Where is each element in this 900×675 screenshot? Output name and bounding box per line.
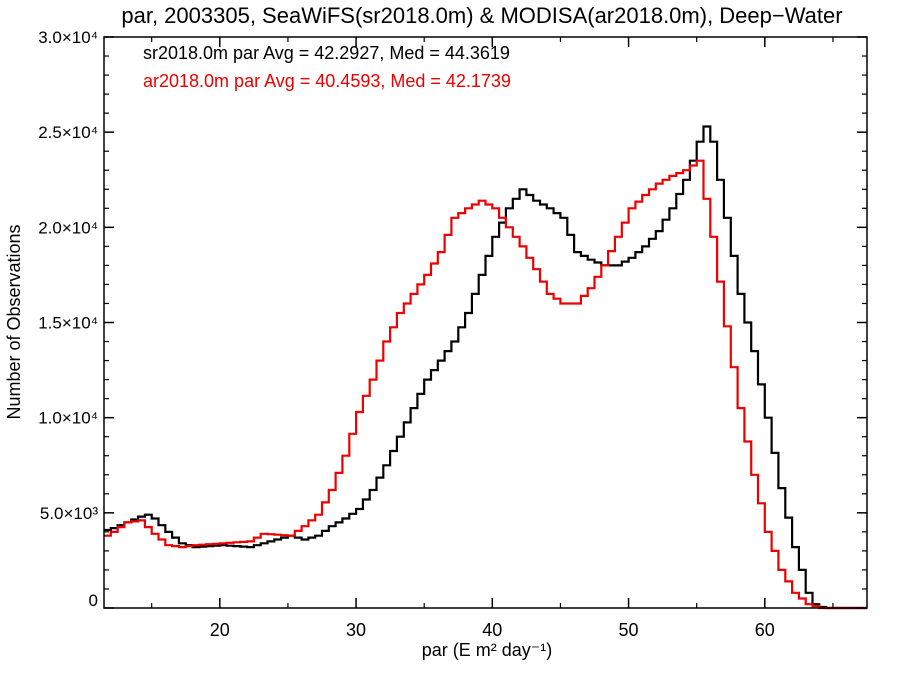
y-tick-label: 1.5×10⁴ bbox=[38, 314, 98, 333]
y-axis-label: Number of Observations bbox=[4, 224, 24, 419]
x-tick-label: 60 bbox=[755, 620, 775, 640]
y-tick-label: 2.5×10⁴ bbox=[38, 123, 98, 142]
y-tick-label: 5.0×10³ bbox=[40, 504, 98, 523]
y-tick-label: 1.0×10⁴ bbox=[38, 409, 98, 428]
series-line-1 bbox=[104, 159, 867, 610]
y-tick-label: 0 bbox=[89, 591, 98, 610]
x-tick-label: 20 bbox=[210, 620, 230, 640]
plot-frame bbox=[103, 36, 868, 609]
y-tick-label: 2.0×10⁴ bbox=[38, 218, 98, 237]
x-axis: 20 30 40 50 60 bbox=[151, 37, 834, 640]
x-tick-label: 30 bbox=[346, 620, 366, 640]
chart-title: par, 2003305, SeaWiFS(sr2018.0m) & MODIS… bbox=[121, 3, 842, 28]
x-tick-label: 40 bbox=[482, 620, 502, 640]
legend-annotations: sr2018.0m par Avg = 42.2927, Med = 44.36… bbox=[143, 43, 511, 91]
annotation-0: sr2018.0m par Avg = 42.2927, Med = 44.36… bbox=[143, 43, 510, 63]
x-tick-label: 50 bbox=[619, 620, 639, 640]
annotation-1: ar2018.0m par Avg = 40.4593, Med = 42.17… bbox=[143, 71, 511, 91]
y-tick-label: 3.0×10⁴ bbox=[38, 28, 98, 47]
x-axis-label: par (E m² day⁻¹) bbox=[422, 640, 553, 660]
series-line-0 bbox=[104, 125, 867, 610]
series-layer bbox=[104, 125, 867, 610]
y-axis: 0 5.0×10³ 1.0×10⁴ 1.5×10⁴ 2.0×10⁴ 2.5×10⁴ 3.0×… bbox=[38, 28, 867, 610]
